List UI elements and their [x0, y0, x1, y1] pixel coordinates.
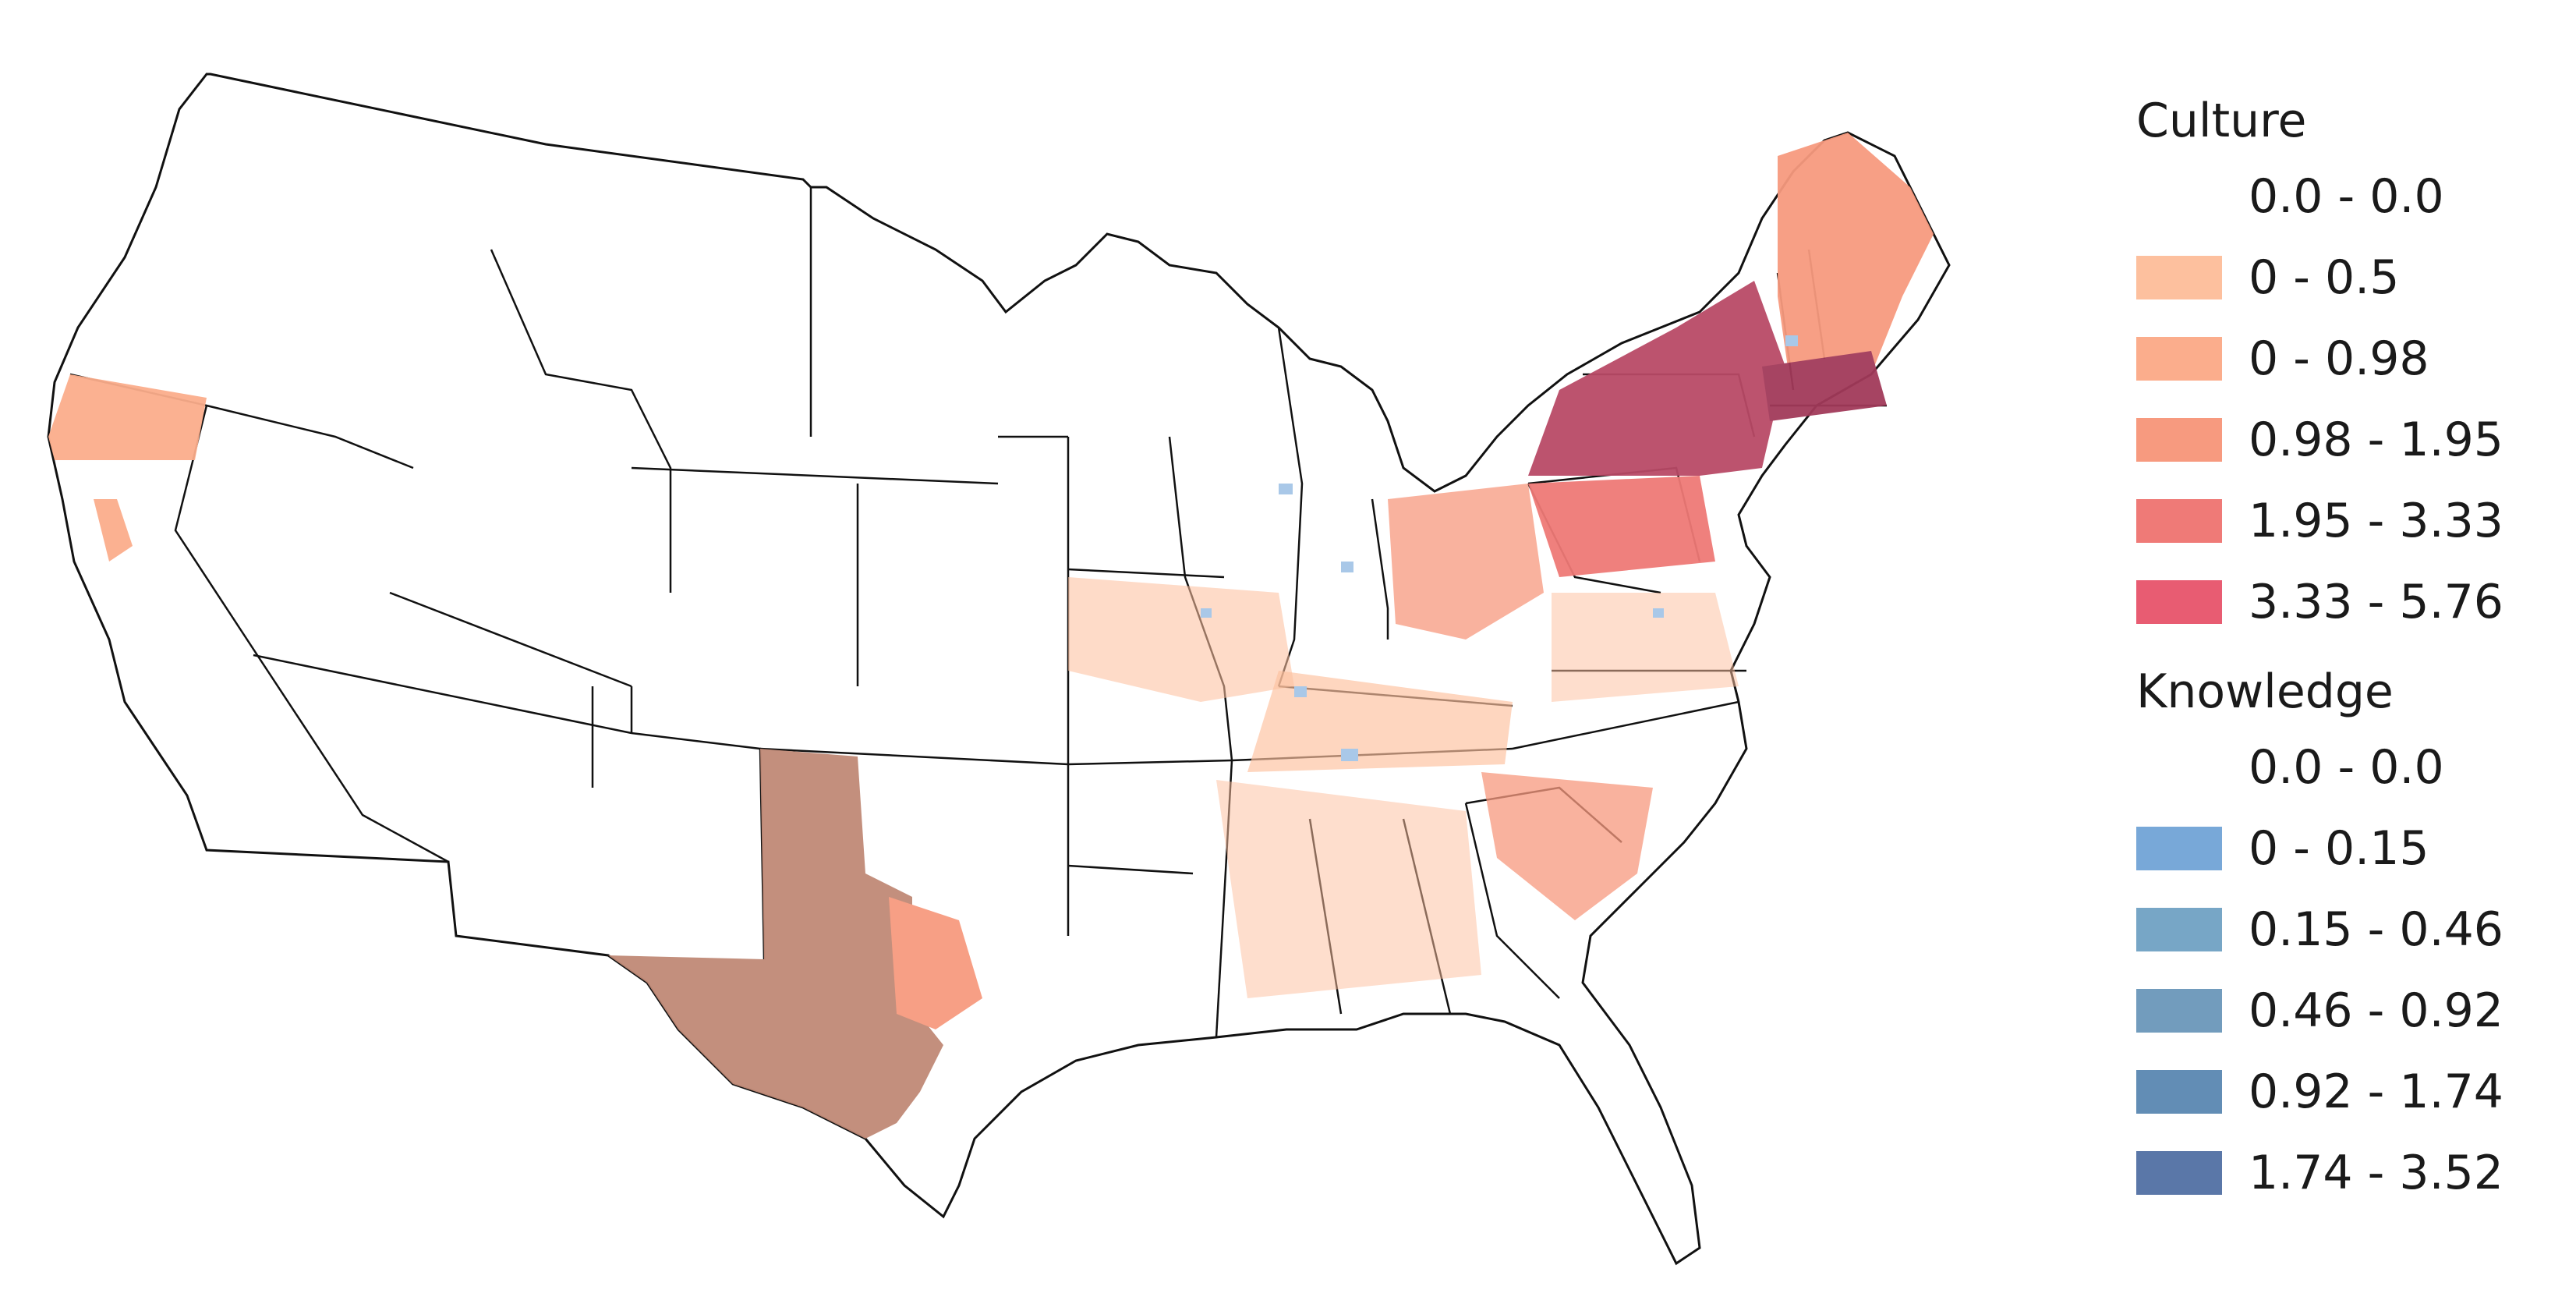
massachusetts-region: [1762, 351, 1887, 421]
culture-swatch: [2136, 499, 2222, 543]
culture-legend-row: 0.98 - 1.95: [2136, 399, 2542, 480]
knowledge-legend-row: 0.92 - 1.74: [2136, 1051, 2542, 1132]
culture-legend: 0.0 - 0.0 0 - 0.5 0 - 0.98 0.98 - 1.95 1.95 …: [2136, 156, 2542, 643]
culture-fills: [48, 133, 1934, 1139]
culture-legend-label: 1.95 - 3.33: [2249, 494, 2503, 548]
knowledge-legend-label: 0.15 - 0.46: [2249, 902, 2503, 957]
knowledge-legend-row: 0.46 - 0.92: [2136, 970, 2542, 1051]
oregon-coast-region: [48, 374, 207, 460]
culture-legend-row: 3.33 - 5.76: [2136, 562, 2542, 643]
new-england-region: [1778, 133, 1934, 406]
knowledge-legend-row: 0 - 0.15: [2136, 808, 2542, 889]
california-spot: [94, 499, 133, 562]
culture-swatch: [2136, 337, 2222, 381]
culture-legend-row: 0 - 0.5: [2136, 237, 2542, 318]
knowledge-swatch: [2136, 827, 2222, 870]
knowledge-swatch: [2136, 989, 2222, 1033]
knowledge-legend-row: 1.74 - 3.52: [2136, 1132, 2542, 1214]
culture-legend-row: 0.0 - 0.0: [2136, 156, 2542, 237]
culture-swatch: [2136, 580, 2222, 624]
knowledge-spot: [1201, 608, 1212, 618]
knowledge-spot: [1785, 335, 1798, 346]
knowledge-spot: [1341, 749, 1358, 761]
culture-legend-row: 0 - 0.98: [2136, 318, 2542, 399]
legend-title-culture: Culture: [2136, 94, 2307, 148]
ohio-region: [1388, 484, 1544, 640]
culture-swatch: [2136, 418, 2222, 462]
knowledge-spot: [1279, 484, 1293, 494]
southeast-scatter: [1216, 780, 1481, 998]
pennsylvania-region: [1528, 476, 1715, 577]
culture-legend-label: 0.0 - 0.0: [2249, 169, 2444, 224]
kentucky-tennessee-region: [1247, 671, 1513, 772]
knowledge-swatch: [2136, 1070, 2222, 1114]
culture-legend-label: 0 - 0.98: [2249, 331, 2429, 386]
knowledge-swatch: [2136, 1151, 2222, 1195]
knowledge-fills: [1201, 335, 1798, 761]
midwest-scatter: [1068, 577, 1294, 702]
legend-title-knowledge: Knowledge: [2136, 664, 2394, 719]
carolinas-region: [1481, 772, 1653, 920]
knowledge-legend-label: 0.92 - 1.74: [2249, 1065, 2503, 1119]
texas-region: [608, 749, 943, 1139]
knowledge-spot: [1294, 686, 1307, 697]
culture-swatch: [2136, 175, 2222, 218]
knowledge-legend: 0.0 - 0.0 0 - 0.15 0.15 - 0.46 0.46 - 0.92 0…: [2136, 727, 2542, 1214]
virginia-scatter: [1552, 593, 1739, 702]
knowledge-legend-label: 0 - 0.15: [2249, 821, 2429, 876]
culture-legend-label: 0 - 0.5: [2249, 250, 2400, 305]
culture-swatch: [2136, 256, 2222, 299]
culture-legend-row: 1.95 - 3.33: [2136, 480, 2542, 562]
texas-east-region: [889, 897, 982, 1029]
knowledge-swatch: [2136, 746, 2222, 789]
knowledge-spot: [1341, 562, 1353, 572]
new-york-region: [1528, 281, 1785, 476]
knowledge-legend-label: 0.46 - 0.92: [2249, 983, 2503, 1038]
knowledge-legend-row: 0.0 - 0.0: [2136, 727, 2542, 808]
knowledge-legend-label: 1.74 - 3.52: [2249, 1146, 2503, 1200]
culture-legend-label: 3.33 - 5.76: [2249, 575, 2503, 629]
knowledge-swatch: [2136, 908, 2222, 951]
knowledge-spot: [1653, 608, 1664, 618]
knowledge-legend-row: 0.15 - 0.46: [2136, 889, 2542, 970]
legend: Culture 0.0 - 0.0 0 - 0.5 0 - 0.98 0.98 - 1…: [2136, 86, 2542, 1214]
knowledge-legend-label: 0.0 - 0.0: [2249, 740, 2444, 795]
culture-legend-label: 0.98 - 1.95: [2249, 413, 2503, 467]
